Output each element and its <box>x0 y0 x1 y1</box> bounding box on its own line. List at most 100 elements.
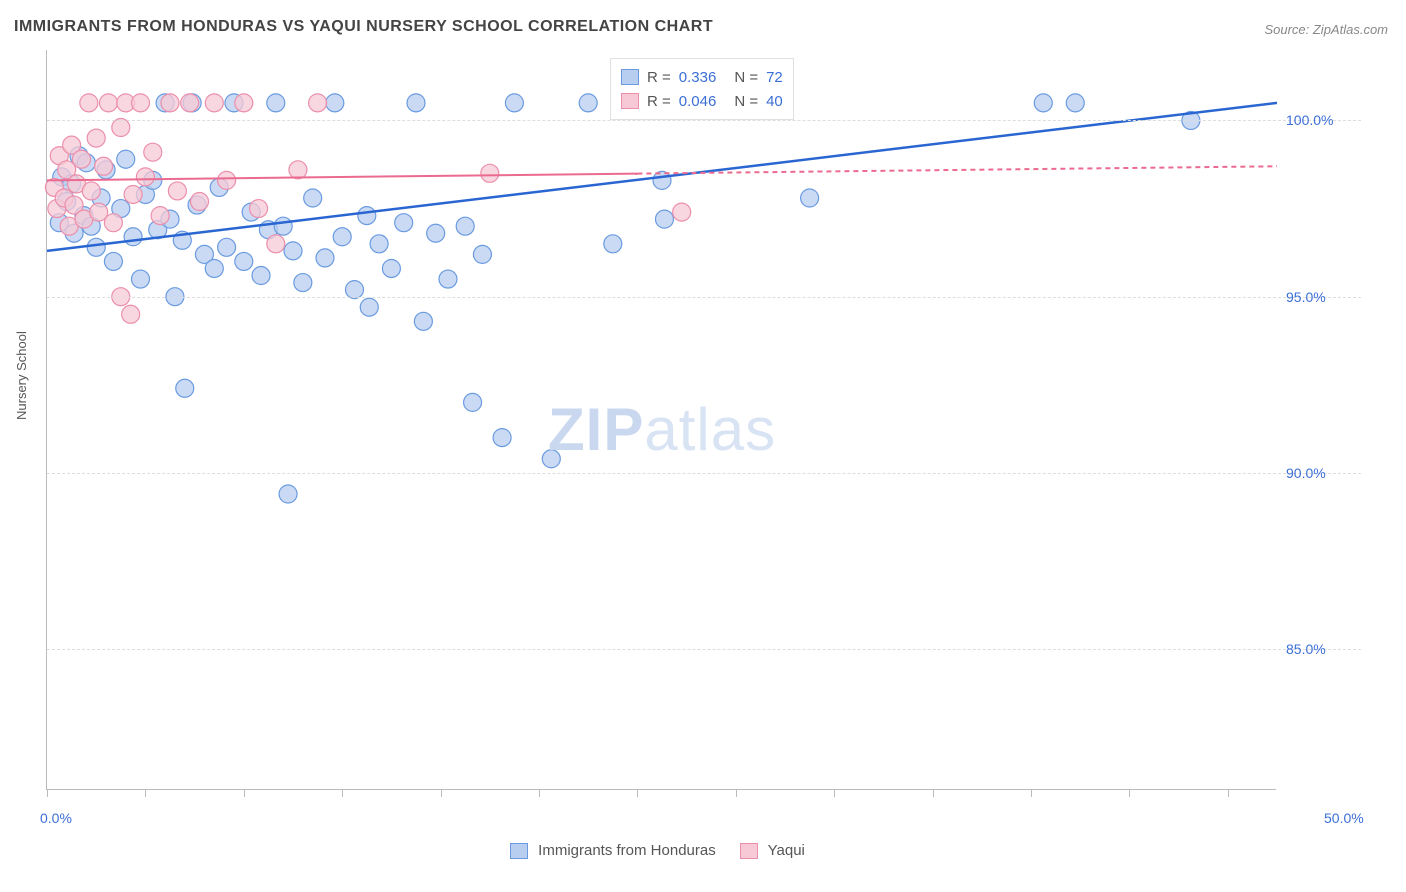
ytick-label: 100.0% <box>1286 112 1356 128</box>
scatter-point <box>1066 94 1084 112</box>
scatter-point <box>473 245 491 263</box>
gridline-h <box>47 297 1361 298</box>
xtick <box>834 789 835 797</box>
scatter-point <box>104 214 122 232</box>
legend-swatch-pink <box>740 843 758 859</box>
scatter-point <box>191 193 209 211</box>
legend-swatch-blue <box>510 843 528 859</box>
scatter-point <box>481 164 499 182</box>
xtick <box>1228 789 1229 797</box>
trend-line <box>47 174 637 181</box>
scatter-point <box>122 305 140 323</box>
xtick <box>342 789 343 797</box>
ytick-label: 85.0% <box>1286 641 1356 657</box>
scatter-point <box>124 228 142 246</box>
yaxis-title: Nursery School <box>14 331 29 420</box>
scatter-point <box>218 171 236 189</box>
scatter-point <box>505 94 523 112</box>
scatter-point <box>100 94 118 112</box>
scatter-point <box>235 252 253 270</box>
scatter-point <box>131 94 149 112</box>
xtick <box>145 789 146 797</box>
legend-label: Immigrants from Honduras <box>538 842 716 859</box>
scatter-point <box>151 207 169 225</box>
legend-stats-row: R =0.046N =40 <box>621 89 783 113</box>
legend-n-value: 40 <box>766 93 783 110</box>
source-label: Source: ZipAtlas.com <box>1264 22 1388 37</box>
scatter-point <box>87 238 105 256</box>
scatter-point <box>1034 94 1052 112</box>
xtick <box>933 789 934 797</box>
scatter-point <box>181 94 199 112</box>
scatter-point <box>136 168 154 186</box>
scatter-point <box>274 217 292 235</box>
scatter-point <box>360 298 378 316</box>
xaxis-label-min: 0.0% <box>40 810 72 826</box>
scatter-point <box>95 157 113 175</box>
plot-area: 85.0%90.0%95.0%100.0%R =0.336N =72R =0.0… <box>46 50 1276 790</box>
scatter-point <box>395 214 413 232</box>
xtick <box>736 789 737 797</box>
scatter-point <box>144 143 162 161</box>
legend-n-value: 72 <box>766 69 783 86</box>
legend-stats: R =0.336N =72R =0.046N =40 <box>610 58 794 120</box>
xtick <box>244 789 245 797</box>
legend-stats-row: R = 0.336 N = 72 <box>621 65 783 89</box>
scatter-point <box>382 259 400 277</box>
scatter-point <box>82 182 100 200</box>
gridline-h <box>47 649 1361 650</box>
legend-bottom-item: Immigrants from Honduras <box>510 842 716 859</box>
scatter-point <box>604 235 622 253</box>
xtick <box>47 789 48 797</box>
chart-title: IMMIGRANTS FROM HONDURAS VS YAQUI NURSER… <box>14 18 713 36</box>
scatter-point <box>542 450 560 468</box>
scatter-point <box>358 207 376 225</box>
legend-n-label: N = <box>734 93 758 110</box>
scatter-point <box>176 379 194 397</box>
legend-bottom: Immigrants from Honduras Yaqui <box>510 842 805 859</box>
scatter-point <box>673 203 691 221</box>
gridline-h <box>47 120 1361 121</box>
scatter-point <box>250 200 268 218</box>
scatter-point <box>267 94 285 112</box>
scatter-point <box>235 94 253 112</box>
legend-swatch <box>621 69 639 85</box>
scatter-point <box>464 393 482 411</box>
gridline-h <box>47 473 1361 474</box>
legend-r-label: R = <box>647 69 671 86</box>
scatter-point <box>326 94 344 112</box>
scatter-point <box>284 242 302 260</box>
scatter-point <box>252 267 270 285</box>
scatter-point <box>304 189 322 207</box>
xtick <box>441 789 442 797</box>
scatter-point <box>104 252 122 270</box>
scatter-point <box>205 259 223 277</box>
xtick <box>1031 789 1032 797</box>
scatter-point <box>131 270 149 288</box>
xtick <box>539 789 540 797</box>
xtick <box>1129 789 1130 797</box>
scatter-point <box>407 94 425 112</box>
ytick-label: 90.0% <box>1286 465 1356 481</box>
legend-label: Yaqui <box>768 842 805 859</box>
xaxis-label-max: 50.0% <box>1324 810 1364 826</box>
scatter-point <box>205 94 223 112</box>
legend-bottom-item: Yaqui <box>740 842 805 859</box>
scatter-point <box>493 429 511 447</box>
scatter-point <box>294 274 312 292</box>
correlation-chart: IMMIGRANTS FROM HONDURAS VS YAQUI NURSER… <box>0 0 1406 892</box>
scatter-point <box>87 129 105 147</box>
legend-n-label: N = <box>734 69 758 86</box>
legend-r-label: R = <box>647 93 671 110</box>
scatter-point <box>801 189 819 207</box>
scatter-point <box>124 185 142 203</box>
scatter-point <box>655 210 673 228</box>
scatter-point <box>414 312 432 330</box>
plot-svg <box>47 50 1277 790</box>
xtick <box>637 789 638 797</box>
scatter-point <box>80 94 98 112</box>
scatter-point <box>333 228 351 246</box>
scatter-point <box>72 150 90 168</box>
legend-r-value: 0.336 <box>679 69 717 86</box>
legend-swatch <box>621 93 639 109</box>
